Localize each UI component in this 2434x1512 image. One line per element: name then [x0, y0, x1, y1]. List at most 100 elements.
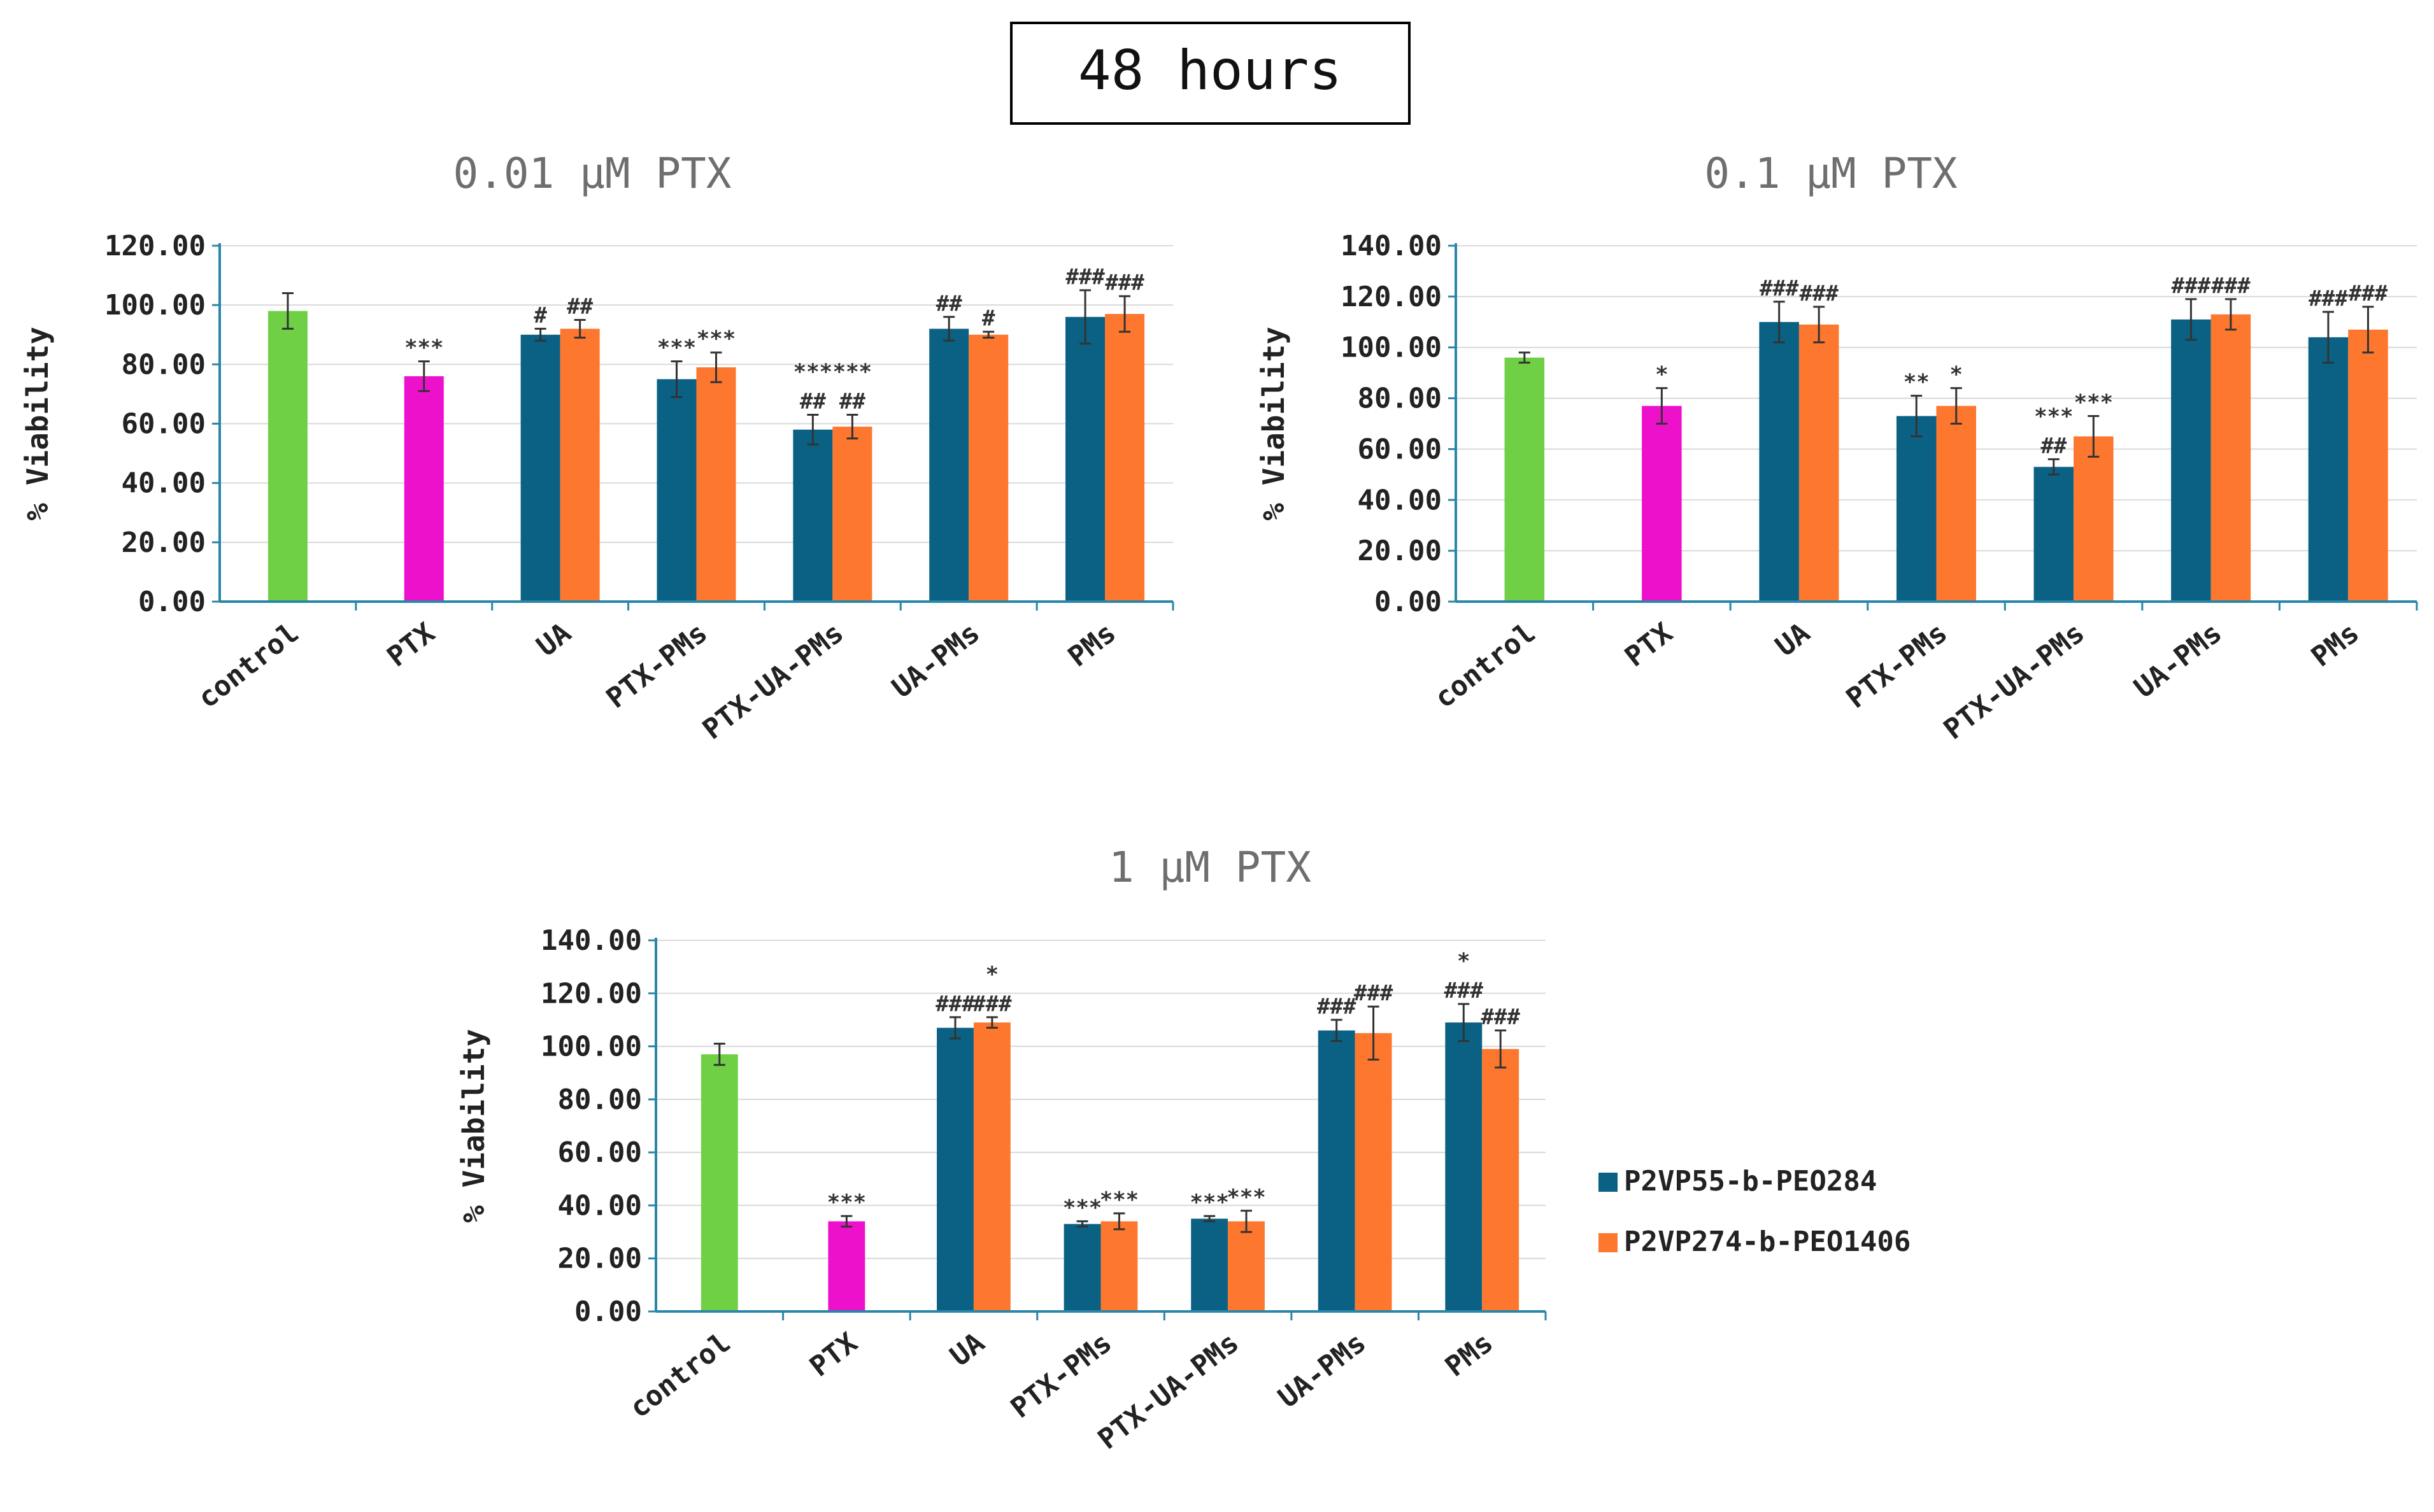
bar-s1-ptx-pms-annotation: ***	[657, 336, 696, 361]
y-tick-label: 120.00	[541, 977, 642, 1010]
x-tick-label: control	[1428, 616, 1542, 714]
bar-s1-ptx-pms	[1896, 416, 1937, 602]
chart-panel-1uM: 1 μM PTX 0.00 20.00 40.00 60.00 80.00 100.00 12…	[457, 843, 1547, 1456]
x-tick-label: PTX-PMs	[601, 616, 714, 714]
bar-s2-pms-annotation: ###	[1481, 1005, 1520, 1030]
y-tick-label: 40.00	[122, 467, 206, 500]
y-tick-label: 60.00	[122, 408, 206, 441]
bar-s1-ptx-ua-pms	[1191, 1219, 1228, 1311]
y-tick-label: 120.00	[104, 230, 206, 262]
x-tick-label: UA	[1770, 616, 1816, 663]
bar-s2-ua-pms-annotation: ###	[2211, 273, 2251, 299]
x-tick-label: PMs	[2305, 616, 2365, 673]
bar-ptx	[1642, 406, 1682, 602]
y-tick-label: 120.00	[1341, 281, 1442, 313]
figure-title: 48 hours	[1078, 39, 1342, 102]
x-tick-label: UA-PMs	[2128, 616, 2228, 704]
bar-s2-ptx-ua-pms	[1228, 1221, 1265, 1311]
bar-s2-ptx-ua-pms-annotation: ***	[833, 360, 872, 385]
y-tick-label: 20.00	[122, 526, 206, 559]
bar-s2-ua-pms	[2210, 314, 2251, 602]
x-tick-label: PTX-UA-PMs	[1938, 616, 2091, 745]
y-tick-label: 40.00	[558, 1189, 642, 1222]
bar-s2-ua	[973, 1022, 1011, 1311]
bar-s1-ua-pms-annotation: ###	[1317, 994, 1356, 1019]
bar-s1-ptx-ua-pms-annotation: ##	[2040, 433, 2067, 458]
bar-s2-ua-pms	[969, 334, 1009, 602]
y-tick-label: 60.00	[558, 1136, 642, 1169]
x-tick-label: UA	[530, 616, 577, 663]
bar-s1-ua	[520, 334, 560, 602]
y-tick-label: 0.00	[1374, 586, 1442, 618]
bar-s2-ua	[1798, 324, 1839, 602]
y-tick-label: 0.00	[138, 586, 206, 618]
bar-s2-pms	[1105, 314, 1145, 602]
bar-control	[267, 311, 308, 602]
bar-s2-ua-annotation: *	[986, 962, 999, 987]
x-tick-label: UA	[944, 1326, 991, 1373]
y-tick-label: 20.00	[1358, 535, 1442, 567]
bar-s1-ptx-ua-pms-annotation: ***	[1190, 1190, 1228, 1215]
bar-ptx-annotation: ***	[827, 1190, 866, 1215]
bar-s1-ua-annotation: ###	[936, 991, 975, 1017]
chart-panel-0.1uM: 0.1 μM PTX 0.00 20.00 40.00 60.00 80.00 100.00…	[1256, 149, 2418, 746]
bar-s2-ua-annotation: ##	[567, 293, 593, 319]
figure-title-box: 48 hours	[1010, 22, 1411, 125]
bar-s2-pms-annotation: ###	[1105, 270, 1144, 295]
y-tick-label: 0.00	[574, 1296, 642, 1328]
bar-s2-ptx-pms	[1936, 406, 1977, 602]
bar-s2-ua-annotation: ###	[1799, 281, 1839, 306]
bar-s1-ptx-ua-pms	[793, 429, 833, 602]
x-tick-label: PTX-UA-PMs	[1092, 1326, 1245, 1455]
bar-ptx-annotation: *	[1655, 362, 1668, 388]
bar-s1-ptx-ua-pms-annotation: ***	[2034, 404, 2073, 429]
bar-ptx	[404, 376, 444, 602]
bar-s1-ptx-ua-pms-annotation: ***	[794, 360, 832, 385]
bar-ptx-annotation: ***	[404, 336, 443, 361]
x-tick-label: PTX-PMs	[1840, 616, 1954, 714]
bar-s1-pms	[2308, 337, 2349, 602]
y-tick-label: 80.00	[122, 348, 206, 381]
bar-s1-ptx-pms-annotation: **	[1904, 370, 1930, 395]
bar-s2-pms	[1482, 1049, 1519, 1311]
bar-ptx	[828, 1221, 865, 1311]
chart-title: 1 μM PTX	[1109, 843, 1311, 892]
bar-s2-ua-pms	[1355, 1033, 1392, 1311]
bar-s1-ua	[937, 1028, 974, 1311]
bar-s1-pms-annotation: ###	[1065, 264, 1105, 290]
bar-s1-ua	[1759, 321, 1799, 602]
x-tick-label: PTX	[381, 616, 441, 673]
bar-s2-ptx-pms-annotation: *	[1950, 362, 1963, 388]
bar-s1-ptx-ua-pms	[2033, 467, 2074, 602]
legend-swatch-series1	[1598, 1173, 1618, 1192]
x-tick-label: PTX	[804, 1326, 864, 1383]
legend-label-series2: P2VP274-b-PEO1406	[1624, 1226, 1911, 1258]
bar-s1-ua-pms	[929, 329, 969, 602]
x-tick-label: PMs	[1439, 1326, 1499, 1383]
bar-s2-ptx-pms-annotation: ***	[697, 327, 736, 352]
legend-label-series1: P2VP55-b-PEO284	[1624, 1165, 1877, 1198]
x-tick-label: UA-PMs	[886, 616, 986, 704]
bar-s2-ptx-ua-pms	[832, 427, 872, 602]
y-tick-label: 80.00	[558, 1084, 642, 1116]
bar-s2-ptx-pms	[1100, 1221, 1138, 1311]
bar-s2-ptx-pms	[696, 367, 736, 602]
bar-s1-ua-pms-annotation: ###	[2172, 273, 2211, 299]
bar-s1-pms-annotation: ###	[1444, 978, 1484, 1003]
figure-title-frame	[1010, 22, 1411, 125]
y-tick-label: 140.00	[541, 924, 642, 957]
bar-control	[701, 1054, 738, 1311]
legend: P2VP55-b-PEO284 P2VP274-b-PEO1406	[1598, 1165, 1911, 1258]
x-tick-label: PTX-PMs	[1005, 1326, 1118, 1424]
y-tick-label: 20.00	[558, 1243, 642, 1275]
bar-s2-ua-pms-annotation: #	[982, 306, 995, 331]
y-tick-label: 60.00	[1358, 433, 1442, 465]
legend-swatch-series2	[1598, 1233, 1618, 1252]
bar-s2-pms-annotation: ###	[2349, 281, 2388, 306]
bar-s1-pms-annotation: ###	[2309, 286, 2348, 311]
bar-s1-ptx-ua-pms-annotation: ##	[800, 389, 826, 414]
y-tick-label: 80.00	[1358, 383, 1442, 415]
y-tick-label: 100.00	[541, 1031, 642, 1063]
bar-s2-ptx-ua-pms-annotation: ##	[839, 389, 865, 414]
